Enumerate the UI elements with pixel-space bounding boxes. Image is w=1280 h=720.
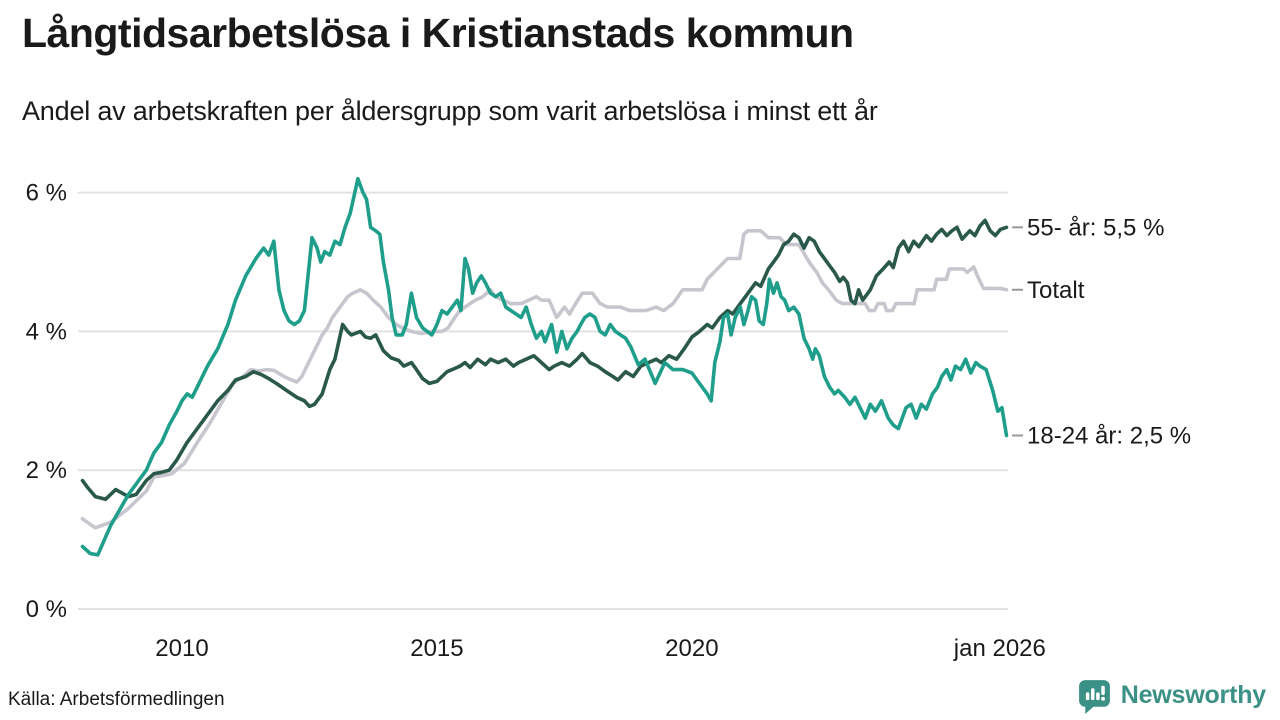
y-axis-label: 2 %	[26, 457, 67, 484]
y-axis-label: 0 %	[26, 596, 67, 623]
chart-canvas: 0 % 2 % 4 % 6 % 2010 2015 2020 jan 2026 Totalt 55…	[26, 176, 1191, 662]
series-line-age1824	[80, 176, 1009, 557]
exclamation-bar-icon	[1101, 685, 1105, 695]
newsworthy-logo: Newsworthy	[1076, 677, 1266, 714]
y-axis-label: 4 %	[26, 318, 67, 345]
series-end-label-totalt: Totalt	[1027, 277, 1085, 304]
line-chart: 0 % 2 % 4 % 6 % 2010 2015 2020 jan 2026 Totalt 55…	[26, 176, 1191, 662]
x-axis-label: 2015	[410, 635, 463, 662]
bar-tall-icon	[1090, 688, 1095, 701]
y-axis-label: 6 %	[26, 180, 67, 207]
source-note: Källa: Arbetsförmedlingen	[8, 689, 225, 710]
bar-medium-icon	[1095, 692, 1100, 701]
bar-small-icon	[1085, 692, 1090, 701]
series-line-age55	[80, 218, 1009, 502]
series-end-label-age55: 55- år: 5,5 %	[1027, 214, 1164, 241]
newsworthy-icon	[1078, 680, 1110, 714]
series-end-label-age1824: 18-24 år: 2,5 %	[1027, 423, 1191, 450]
page-subtitle: Andel av arbetskraften per åldersgrupp s…	[22, 96, 878, 126]
exclamation-dot-icon	[1100, 696, 1105, 701]
page-title: Långtidsarbetslösa i Kristianstads kommu…	[22, 10, 854, 56]
newsworthy-wordmark: Newsworthy	[1120, 681, 1266, 709]
x-axis-label: jan 2026	[953, 635, 1046, 662]
x-axis-label: 2010	[155, 635, 208, 662]
series-line-totalt	[80, 229, 1009, 530]
x-axis-label: 2020	[665, 635, 718, 662]
